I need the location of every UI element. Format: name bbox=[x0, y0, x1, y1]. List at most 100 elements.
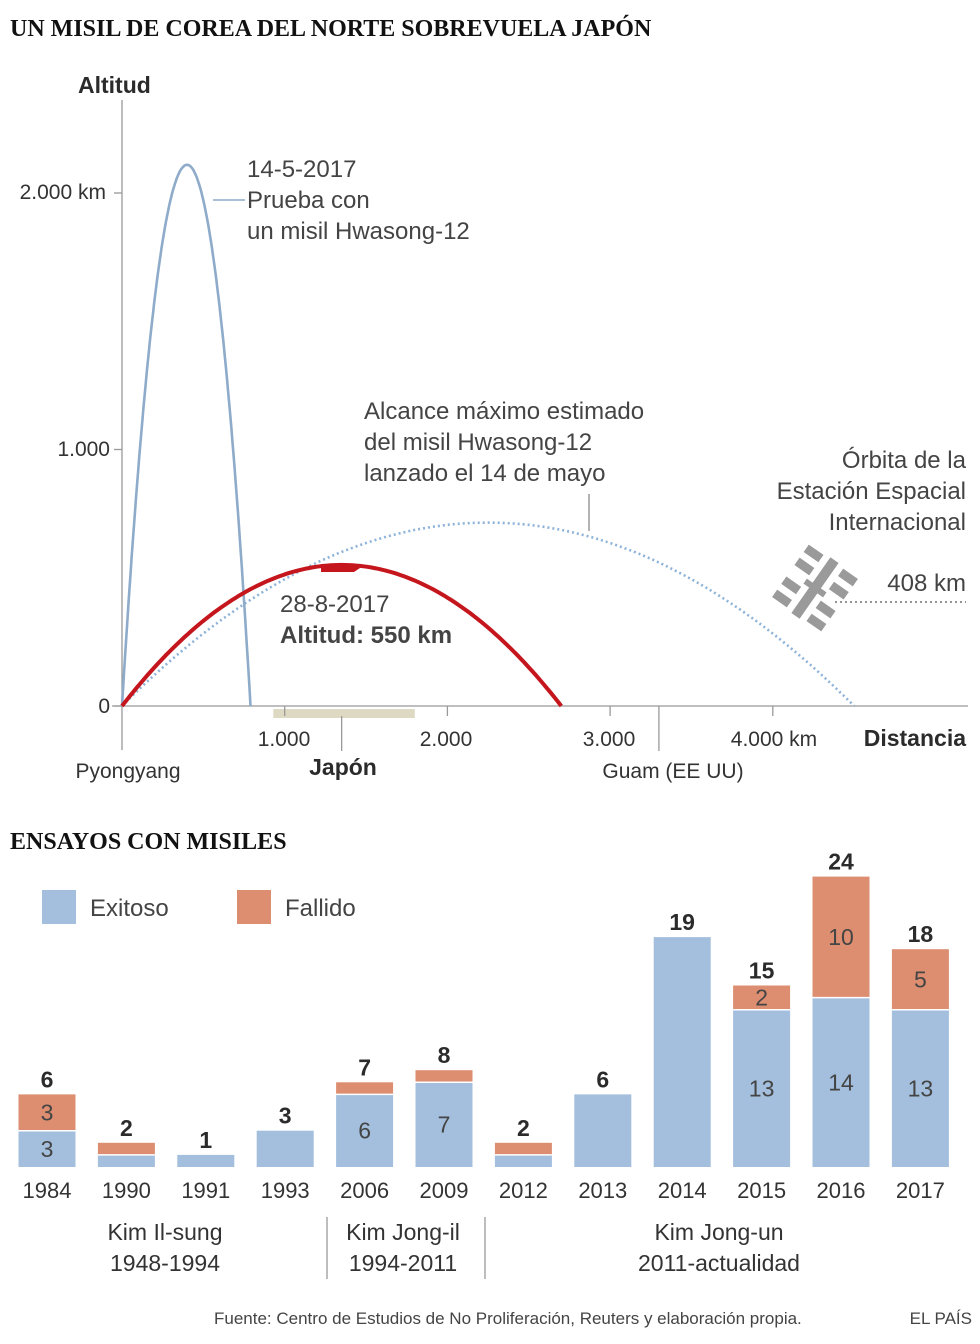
source-note: Fuente: Centro de Estudios de No Prolife… bbox=[214, 1309, 802, 1328]
place-guam: Guam (EE UU) bbox=[602, 760, 743, 783]
year-label-2017: 2017 bbox=[896, 1178, 945, 1203]
bar-success-2012 bbox=[494, 1154, 552, 1167]
x-tick-label-3000: 3.000 bbox=[583, 728, 636, 751]
bar-success-2017 bbox=[891, 1009, 949, 1167]
year-label-2006: 2006 bbox=[340, 1178, 389, 1203]
test-desc-line2: un misil Hwasong-12 bbox=[247, 218, 470, 245]
legend-fail-swatch bbox=[237, 890, 271, 924]
y-tick-label-1000: 1.000 bbox=[57, 438, 110, 461]
year-label-2016: 2016 bbox=[817, 1178, 866, 1203]
legend-fail-label: Fallido bbox=[285, 895, 356, 922]
x-tick-label-4000: 4.000 km bbox=[731, 728, 817, 751]
bar-fail-2012 bbox=[494, 1142, 552, 1155]
year-label-2013: 2013 bbox=[578, 1178, 627, 1203]
legend-success-label: Exitoso bbox=[90, 895, 169, 922]
test-date-label: 14-5-2017 bbox=[247, 156, 356, 183]
year-label-1984: 1984 bbox=[23, 1178, 72, 1203]
x-tick-label-1000: 1.000 bbox=[258, 728, 311, 751]
altitude-axis-title: Altitud bbox=[78, 72, 151, 98]
x-tick-marks bbox=[284, 706, 774, 751]
bar-fail-2017 bbox=[891, 949, 949, 1010]
y-tick-label-2000: 2.000 km bbox=[20, 181, 106, 204]
max-range-trajectory bbox=[121, 521, 856, 707]
bar-total-2012: 2 bbox=[517, 1115, 530, 1141]
launch-altitude-label: Altitud: 550 km bbox=[280, 622, 452, 649]
bar-success-1991 bbox=[177, 1154, 235, 1167]
bar-fail-1984 bbox=[18, 1094, 76, 1131]
missile-icon bbox=[321, 564, 360, 572]
leader-kim-il-sung-years: 1948-1994 bbox=[110, 1250, 220, 1276]
brand-label: EL PAÍS bbox=[910, 1309, 972, 1328]
bar-total-2016: 24 bbox=[828, 849, 854, 875]
bar-fail-2006 bbox=[336, 1082, 394, 1095]
leader-kim-jong-il-years: 1994-2011 bbox=[349, 1250, 457, 1276]
year-label-1993: 1993 bbox=[261, 1178, 310, 1203]
year-label-1991: 1991 bbox=[181, 1178, 230, 1203]
bar-fail-label-2016: 10 bbox=[828, 924, 854, 950]
year-label-2009: 2009 bbox=[420, 1178, 469, 1203]
range-label-line3: lanzado el 14 de mayo bbox=[364, 460, 606, 487]
bar-total-1984: 6 bbox=[41, 1066, 54, 1092]
year-label-2012: 2012 bbox=[499, 1178, 548, 1203]
bar-success-2016 bbox=[812, 997, 870, 1167]
bar-total-2013: 6 bbox=[596, 1066, 609, 1092]
iss-label-line3: Internacional bbox=[829, 509, 966, 536]
bar-fail-2009 bbox=[415, 1070, 473, 1083]
bar-total-2009: 8 bbox=[438, 1042, 451, 1068]
test-desc-line1: Prueba con bbox=[247, 187, 370, 214]
leader-kim-jong-un-years: 2011-actualidad bbox=[638, 1250, 800, 1276]
japan-band bbox=[273, 709, 415, 718]
iss-label-line2: Estación Espacial bbox=[777, 478, 966, 505]
bar-success-2006 bbox=[336, 1094, 394, 1167]
may-test-trajectory bbox=[120, 163, 252, 707]
range-label-line1: Alcance máximo estimado bbox=[364, 398, 644, 425]
bar-success-label-2016: 14 bbox=[828, 1069, 854, 1095]
iss-label-line1: Órbita de la bbox=[842, 447, 967, 474]
bar-success-2013 bbox=[574, 1094, 632, 1167]
bar-total-2014: 19 bbox=[669, 909, 695, 935]
y-tick-label-0: 0 bbox=[98, 695, 110, 718]
tests-title: ENSAYOS CON MISILES bbox=[10, 829, 287, 855]
bar-success-label-1984: 3 bbox=[41, 1136, 54, 1162]
bar-total-2006: 7 bbox=[358, 1054, 371, 1080]
range-label-line2: del misil Hwasong-12 bbox=[364, 429, 592, 456]
bar-fail-2015 bbox=[733, 985, 791, 1010]
place-japan: Japón bbox=[309, 754, 377, 780]
year-label-2015: 2015 bbox=[737, 1178, 786, 1203]
x-tick-label-2000: 2.000 bbox=[420, 728, 473, 751]
bar-fail-1990 bbox=[97, 1142, 155, 1155]
trajectory-title: UN MISIL DE COREA DEL NORTE SOBREVUELA J… bbox=[10, 15, 652, 42]
bar-fail-2016 bbox=[812, 876, 870, 998]
bar-total-1990: 2 bbox=[120, 1115, 133, 1141]
bar-fail-label-1984: 3 bbox=[41, 1100, 54, 1126]
bar-total-2015: 15 bbox=[749, 958, 775, 984]
bar-total-2017: 18 bbox=[908, 921, 934, 947]
bar-success-label-2006: 6 bbox=[358, 1118, 371, 1144]
leader-kim-jong-il-name: Kim Jong-il bbox=[346, 1219, 460, 1245]
year-label-2014: 2014 bbox=[658, 1178, 707, 1203]
bar-total-1993: 3 bbox=[279, 1103, 292, 1129]
bar-success-1993 bbox=[256, 1130, 314, 1167]
space-station-icon bbox=[772, 544, 858, 632]
legend-success-swatch bbox=[42, 890, 76, 924]
tests-bars: 3 3 6 1984 2 1990 1 1991 3 1993 6 7 2006 7 8 2009 2 2012 6… bbox=[18, 849, 949, 1203]
bar-total-1991: 1 bbox=[199, 1127, 212, 1153]
bar-fail-label-2015: 2 bbox=[755, 985, 768, 1011]
y-tick-marks bbox=[114, 192, 122, 707]
bar-success-1990 bbox=[97, 1154, 155, 1167]
year-label-1990: 1990 bbox=[102, 1178, 151, 1203]
bar-success-label-2017: 13 bbox=[908, 1075, 934, 1101]
bar-success-label-2015: 13 bbox=[749, 1075, 775, 1101]
bar-fail-label-2017: 5 bbox=[914, 966, 927, 992]
bar-success-2014 bbox=[653, 937, 711, 1167]
place-pyongyang: Pyongyang bbox=[75, 760, 180, 783]
bar-success-2015 bbox=[733, 1009, 791, 1167]
bar-success-1984 bbox=[18, 1130, 76, 1167]
bar-success-2009 bbox=[415, 1082, 473, 1167]
launch-date-label: 28-8-2017 bbox=[280, 591, 389, 618]
distance-axis-title: Distancia bbox=[864, 725, 966, 751]
leader-kim-il-sung-name: Kim Il-sung bbox=[107, 1219, 222, 1245]
bar-success-label-2009: 7 bbox=[438, 1112, 451, 1138]
iss-altitude-label: 408 km bbox=[887, 570, 966, 597]
leader-kim-jong-un-name: Kim Jong-un bbox=[654, 1219, 783, 1245]
